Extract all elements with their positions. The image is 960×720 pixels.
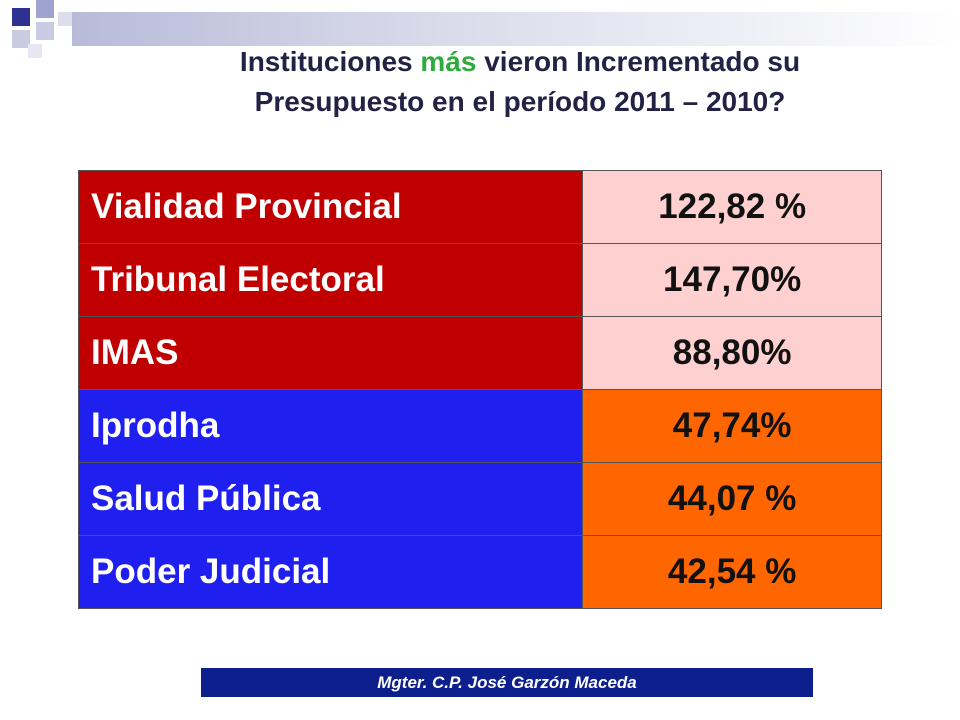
title-line-2: Presupuesto en el período 2011 – 2010? [254, 86, 786, 117]
institution-name: Vialidad Provincial [77, 170, 584, 244]
decorative-square [36, 22, 54, 40]
table-row: Salud Pública 44,07 % [77, 462, 882, 536]
institution-name: IMAS [77, 316, 584, 390]
slide-title: Instituciones más vieron Incrementado su… [120, 42, 920, 122]
increase-value: 44,07 % [582, 462, 882, 536]
author-footer: Mgter. C.P. José Garzón Maceda [201, 668, 813, 697]
institution-name: Poder Judicial [77, 535, 584, 609]
title-highlight-word: más [420, 46, 477, 77]
decorative-gradient-bar [72, 12, 960, 46]
table-row: Iprodha 47,74% [77, 389, 882, 463]
decorative-square [28, 44, 42, 58]
title-text-part1: Instituciones [239, 46, 421, 77]
increase-value: 147,70% [582, 243, 882, 317]
table-row: Tribunal Electoral 147,70% [77, 243, 882, 317]
increase-value: 122,82 % [582, 170, 882, 244]
increase-value: 88,80% [582, 316, 882, 390]
institution-name: Iprodha [77, 389, 584, 463]
institution-name: Tribunal Electoral [77, 243, 584, 317]
table-row: Vialidad Provincial 122,82 % [77, 170, 882, 244]
increase-value: 42,54 % [582, 535, 882, 609]
increase-value: 47,74% [582, 389, 882, 463]
decorative-square [12, 30, 30, 48]
decorative-square [58, 12, 72, 26]
title-line-1: Instituciones más vieron Incrementado su [120, 42, 920, 82]
decorative-square [12, 8, 30, 26]
table-row: IMAS 88,80% [77, 316, 882, 390]
decorative-square [36, 0, 54, 18]
decorative-header [0, 0, 960, 60]
institutions-table: Vialidad Provincial 122,82 % Tribunal El… [77, 170, 882, 609]
table-row: Poder Judicial 42,54 % [77, 535, 882, 609]
title-text-part2: vieron Incrementado su [476, 46, 801, 77]
institution-name: Salud Pública [77, 462, 584, 536]
